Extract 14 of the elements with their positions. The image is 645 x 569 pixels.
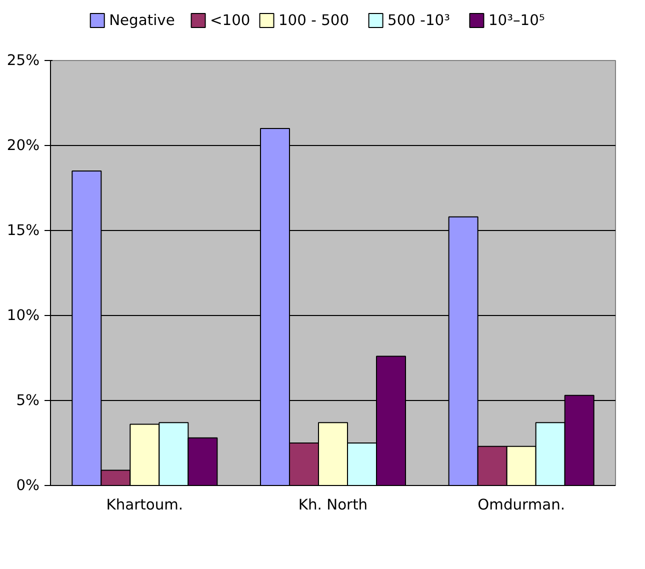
legend-label: 10³–10⁵	[488, 12, 545, 29]
x-tick-label: Kh. North	[298, 496, 368, 514]
y-tick-label: 5%	[16, 392, 40, 409]
legend-label: 100 - 500	[278, 12, 350, 29]
y-tick-label: 0%	[16, 477, 40, 494]
legend-label: Negative	[109, 12, 175, 29]
y-tick-label: 10%	[6, 307, 40, 324]
legend-label: <100	[210, 12, 250, 29]
x-tick-label: Omdurman.	[478, 496, 566, 514]
y-tick-label: 15%	[6, 222, 40, 239]
legend-label: 500 -10³	[388, 12, 450, 29]
y-tick-label: 25%	[6, 52, 40, 69]
y-tick-label: 20%	[6, 137, 40, 154]
x-tick-label: Khartoum.	[106, 496, 184, 514]
